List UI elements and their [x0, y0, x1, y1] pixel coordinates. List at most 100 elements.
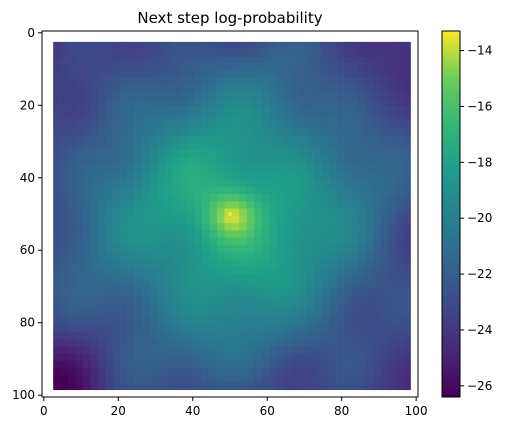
- heatmap-cell: [142, 244, 151, 253]
- heatmap-cell: [157, 281, 166, 289]
- heatmap-cell: [261, 179, 270, 188]
- colorbar-tick-label: −24: [467, 323, 492, 337]
- heatmap-cell: [298, 136, 307, 144]
- heatmap-cell: [105, 172, 114, 180]
- heatmap-cell: [358, 252, 367, 260]
- heatmap-cell: [336, 223, 344, 231]
- heatmap-cell: [97, 215, 106, 224]
- heatmap-cell: [142, 157, 151, 166]
- heatmap-cell: [127, 324, 136, 333]
- heatmap-cell: [149, 324, 158, 333]
- heatmap-cell: [120, 360, 128, 369]
- heatmap-cell: [388, 295, 396, 304]
- heatmap-cell: [75, 215, 84, 224]
- heatmap-cell: [120, 157, 128, 166]
- heatmap-cell: [313, 375, 322, 383]
- heatmap-cell: [90, 288, 99, 296]
- heatmap-cell: [283, 288, 292, 296]
- heatmap-cell: [149, 331, 158, 340]
- heatmap-cell: [306, 230, 315, 238]
- heatmap-cell: [388, 281, 396, 289]
- heatmap-cell: [254, 107, 262, 115]
- heatmap-cell: [53, 114, 61, 122]
- heatmap-cell: [358, 194, 367, 202]
- heatmap-cell: [365, 230, 374, 238]
- heatmap-cell: [306, 331, 315, 340]
- heatmap-cell: [172, 382, 181, 391]
- heatmap-cell: [343, 157, 352, 166]
- heatmap-cell: [321, 266, 329, 275]
- heatmap-cell: [142, 310, 151, 318]
- heatmap-cell: [112, 107, 121, 115]
- heatmap-cell: [202, 128, 210, 137]
- heatmap-cell: [112, 237, 121, 246]
- heatmap-cell: [149, 295, 158, 304]
- heatmap-cell: [306, 172, 315, 180]
- heatmap-cell: [336, 317, 344, 325]
- heatmap-cell: [343, 295, 352, 304]
- heatmap-cell: [328, 201, 337, 209]
- colorbar: [441, 30, 461, 398]
- heatmap-cell: [336, 346, 344, 354]
- heatmap-cell: [395, 201, 404, 209]
- heatmap-cell: [149, 237, 158, 246]
- heatmap-cell: [216, 382, 225, 391]
- heatmap-cell: [127, 368, 136, 376]
- heatmap-cell: [261, 353, 270, 362]
- heatmap-cell: [365, 172, 374, 180]
- heatmap-cell: [261, 157, 270, 166]
- heatmap-cell: [380, 194, 389, 202]
- heatmap-cell: [388, 107, 396, 115]
- heatmap-cell: [112, 353, 121, 362]
- heatmap-cell: [224, 346, 233, 354]
- heatmap-cell: [336, 259, 344, 267]
- heatmap-cell: [261, 128, 270, 137]
- heatmap-cell: [60, 165, 69, 173]
- heatmap-cell: [254, 165, 262, 173]
- heatmap-cell: [142, 252, 151, 260]
- heatmap-cell: [254, 259, 262, 267]
- heatmap-cell: [395, 244, 404, 253]
- heatmap-cell: [321, 208, 329, 217]
- heatmap-cell: [239, 143, 248, 151]
- heatmap-cell: [135, 63, 143, 72]
- heatmap-cell: [149, 266, 158, 275]
- heatmap-cell: [276, 194, 285, 202]
- heatmap-cell: [172, 56, 181, 64]
- heatmap-cell: [216, 288, 225, 296]
- heatmap-cell: [120, 353, 128, 362]
- heatmap-cell: [187, 107, 195, 115]
- heatmap-cell: [358, 382, 367, 391]
- heatmap-cell: [246, 121, 255, 130]
- heatmap-cell: [231, 317, 240, 325]
- heatmap-cell: [328, 375, 337, 383]
- heatmap-cell: [306, 128, 315, 137]
- heatmap-cell: [216, 353, 225, 362]
- heatmap-cell: [164, 302, 173, 311]
- heatmap-cell: [60, 157, 69, 166]
- heatmap-cell: [224, 360, 233, 369]
- heatmap-cell: [179, 201, 188, 209]
- heatmap-cell: [68, 63, 76, 72]
- heatmap-cell: [53, 339, 61, 347]
- heatmap-cell: [216, 252, 225, 260]
- heatmap-cell: [380, 49, 389, 57]
- heatmap-cell: [82, 266, 91, 275]
- heatmap-cell: [321, 194, 329, 202]
- heatmap-cell: [187, 310, 195, 318]
- heatmap-cell: [68, 172, 76, 180]
- heatmap-cell: [75, 230, 84, 238]
- heatmap-cell: [53, 41, 61, 50]
- heatmap-cell: [179, 331, 188, 340]
- heatmap-cell: [239, 150, 248, 159]
- heatmap-cell: [90, 114, 99, 122]
- heatmap-cell: [231, 114, 240, 122]
- heatmap-cell: [358, 85, 367, 93]
- heatmap-cell: [127, 382, 136, 391]
- heatmap-cell: [239, 157, 248, 166]
- heatmap-cell: [403, 302, 411, 311]
- heatmap-cell: [194, 259, 203, 267]
- heatmap-cell: [298, 382, 307, 391]
- heatmap-cell: [82, 136, 91, 144]
- heatmap-cell: [343, 302, 352, 311]
